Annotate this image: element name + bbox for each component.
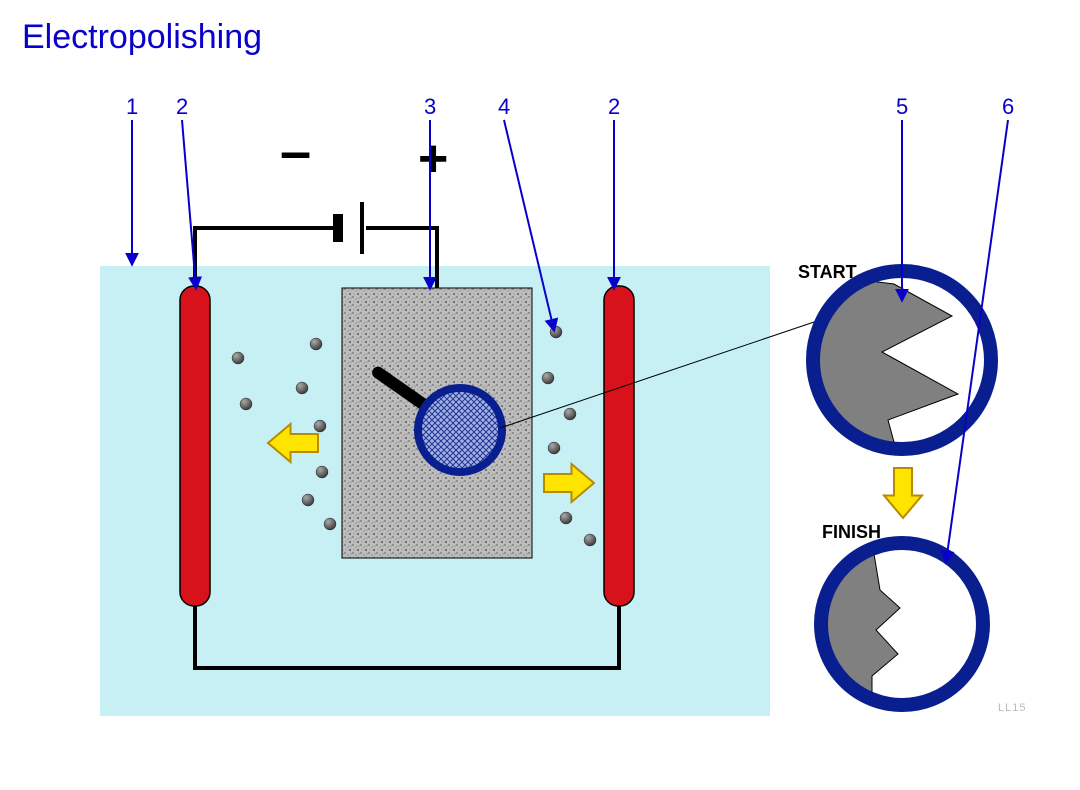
callout-number-6: 6 [1002,94,1014,120]
callout-leader-2 [182,120,196,288]
surface-insets [813,271,991,705]
ion-particle [240,398,252,410]
ion-particle [548,442,560,454]
ion-particle [564,408,576,420]
diagram-svg: –+ [0,0,1080,790]
ion-particle [302,494,314,506]
cathode-right [604,286,634,606]
ion-particle [310,338,322,350]
callout-number-3: 3 [424,94,436,120]
start-label: START [798,262,857,283]
callout-number-2: 2 [176,94,188,120]
ion-particle [542,372,554,384]
ion-particle [324,518,336,530]
finish-label: FINISH [822,522,881,543]
svg-text:+: + [418,130,448,188]
ion-particle [296,382,308,394]
cathode-left [180,286,210,606]
watermark: LL15 [998,702,1026,714]
callout-number-5: 5 [896,94,908,120]
callout-number-1: 1 [126,94,138,120]
callout-number-2: 2 [608,94,620,120]
svg-text:–: – [280,119,311,182]
ion-particle [232,352,244,364]
ion-particle [550,326,562,338]
diagram-stage: Electropolishing [0,0,1080,790]
callout-number-4: 4 [498,94,510,120]
ion-particle [584,534,596,546]
ion-particle [560,512,572,524]
flow-arrow-down [884,468,922,518]
ion-particle [314,420,326,432]
ion-particle [316,466,328,478]
